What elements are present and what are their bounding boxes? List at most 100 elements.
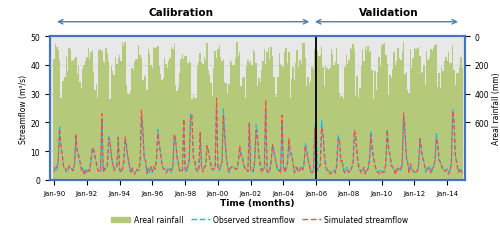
- Bar: [183, 59, 184, 180]
- Bar: [400, 61, 402, 180]
- Bar: [408, 94, 410, 180]
- Bar: [434, 46, 436, 180]
- Bar: [334, 62, 336, 180]
- Bar: [156, 47, 157, 180]
- Bar: [352, 45, 354, 180]
- Bar: [260, 83, 261, 180]
- Bar: [268, 49, 269, 180]
- Bar: [288, 53, 290, 180]
- Bar: [306, 87, 308, 180]
- Bar: [320, 56, 321, 180]
- Bar: [404, 75, 406, 180]
- Bar: [374, 72, 376, 180]
- Bar: [192, 96, 194, 180]
- Bar: [332, 55, 334, 180]
- Bar: [382, 44, 384, 180]
- Bar: [356, 76, 358, 180]
- Bar: [284, 53, 286, 180]
- Bar: [269, 59, 270, 180]
- Bar: [351, 50, 352, 180]
- Bar: [70, 49, 71, 180]
- Bar: [170, 59, 171, 180]
- Bar: [174, 44, 175, 180]
- Bar: [299, 61, 300, 180]
- Bar: [396, 62, 398, 180]
- Bar: [430, 50, 432, 180]
- Bar: [224, 83, 226, 180]
- Bar: [239, 53, 240, 180]
- Bar: [366, 52, 368, 180]
- Bar: [162, 79, 164, 180]
- Bar: [76, 75, 78, 180]
- Bar: [66, 57, 67, 180]
- Bar: [206, 43, 208, 180]
- Bar: [398, 49, 399, 180]
- Bar: [360, 67, 362, 180]
- Bar: [370, 52, 372, 180]
- Bar: [276, 97, 278, 180]
- Bar: [180, 60, 182, 180]
- Bar: [236, 43, 238, 180]
- Bar: [296, 51, 298, 180]
- Bar: [200, 53, 201, 180]
- Bar: [462, 69, 463, 180]
- Bar: [84, 66, 85, 180]
- Bar: [321, 48, 322, 180]
- Bar: [179, 74, 180, 180]
- Bar: [150, 66, 152, 180]
- Bar: [56, 48, 58, 180]
- Bar: [355, 97, 356, 180]
- Bar: [60, 98, 62, 180]
- Bar: [257, 87, 258, 180]
- Bar: [158, 67, 160, 180]
- Bar: [292, 68, 294, 180]
- Bar: [336, 49, 338, 180]
- Bar: [359, 89, 360, 180]
- Bar: [130, 91, 131, 180]
- Bar: [272, 56, 273, 180]
- Bar: [213, 68, 214, 180]
- Bar: [144, 75, 145, 180]
- Bar: [416, 49, 418, 180]
- Bar: [64, 78, 66, 180]
- Bar: [148, 50, 149, 180]
- Bar: [175, 85, 176, 180]
- Bar: [362, 50, 364, 180]
- Bar: [302, 44, 303, 180]
- Bar: [330, 50, 332, 180]
- Bar: [187, 64, 188, 180]
- Bar: [432, 52, 433, 180]
- Bar: [141, 58, 142, 180]
- Y-axis label: Streamflow (m³/s): Streamflow (m³/s): [19, 74, 28, 143]
- Bar: [380, 67, 381, 180]
- Bar: [420, 74, 422, 180]
- Bar: [238, 57, 239, 180]
- Bar: [318, 57, 320, 180]
- Text: Calibration: Calibration: [148, 8, 214, 18]
- Bar: [369, 53, 370, 180]
- Bar: [418, 48, 420, 180]
- Bar: [235, 59, 236, 180]
- Bar: [411, 69, 412, 180]
- Bar: [250, 62, 252, 180]
- Y-axis label: Areal rainfall (mm): Areal rainfall (mm): [492, 72, 500, 145]
- Bar: [348, 61, 350, 180]
- Bar: [96, 85, 97, 180]
- Bar: [92, 51, 93, 180]
- Bar: [119, 56, 120, 180]
- Bar: [94, 91, 96, 180]
- Bar: [146, 90, 148, 180]
- Bar: [145, 77, 146, 180]
- Bar: [377, 72, 378, 180]
- Bar: [188, 62, 190, 180]
- Bar: [406, 72, 407, 180]
- Bar: [128, 95, 130, 180]
- Bar: [283, 67, 284, 180]
- Bar: [385, 56, 386, 180]
- Bar: [329, 68, 330, 180]
- Bar: [234, 66, 235, 180]
- Bar: [422, 72, 424, 180]
- Bar: [373, 99, 374, 180]
- Bar: [93, 73, 94, 180]
- Bar: [354, 50, 355, 180]
